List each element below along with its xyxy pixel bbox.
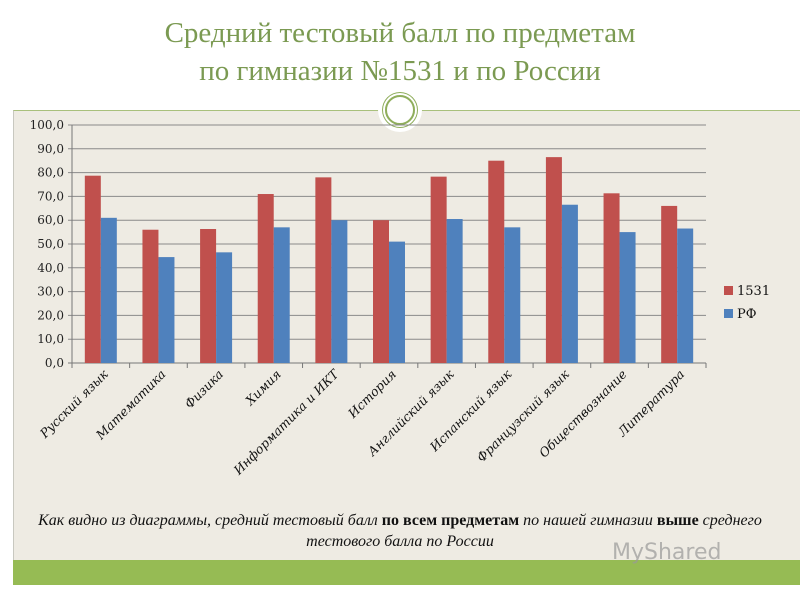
y-tick-label: 10,0 <box>37 332 64 346</box>
y-tick-label: 100,0 <box>30 118 64 132</box>
legend-swatch <box>724 286 733 295</box>
x-tick-label: Физика <box>182 367 227 412</box>
y-tick-label: 0,0 <box>45 356 64 370</box>
legend-swatch <box>724 309 733 318</box>
title-line-2: по гимназии №1531 и по России <box>199 55 601 87</box>
y-tick-label: 50,0 <box>37 237 64 251</box>
caption-bold: по всем предметам <box>381 512 520 529</box>
y-tick-label: 30,0 <box>37 285 64 299</box>
legend-label: 1531 <box>737 284 770 299</box>
bar-rf <box>561 204 578 363</box>
title-line-1: Средний тестовый балл по предметам <box>164 17 636 49</box>
bar-1531 <box>545 157 562 363</box>
bar-1531 <box>84 175 101 363</box>
x-tick-label: История <box>344 367 399 422</box>
caption-text: среднего тестового балла по России <box>306 512 762 550</box>
bar-1531 <box>142 229 159 363</box>
bar-1531 <box>373 220 389 363</box>
bar-1531 <box>661 205 678 363</box>
bar-1531 <box>200 229 217 363</box>
caption-text: по нашей гимназии <box>519 512 657 529</box>
bar-rf <box>100 217 117 363</box>
y-tick-label: 90,0 <box>37 142 64 156</box>
bar-1531 <box>315 177 332 363</box>
bar-rf <box>158 257 175 363</box>
caption-bold: выше <box>656 512 699 529</box>
bar-1531 <box>488 160 505 363</box>
bar-1531 <box>603 193 620 363</box>
bar-rf <box>446 219 463 363</box>
y-tick-label: 40,0 <box>37 261 64 275</box>
x-tick-label: Информатика и ИКТ <box>230 365 343 478</box>
bar-rf <box>619 232 636 363</box>
y-tick-label: 60,0 <box>37 213 64 227</box>
page-title: Средний тестовый балл по предметам по ги… <box>0 14 800 90</box>
y-tick-label: 70,0 <box>37 189 64 203</box>
watermark: MyShared <box>612 540 722 565</box>
bar-rf <box>273 227 290 363</box>
bar-1531 <box>430 176 447 363</box>
bar-1531 <box>257 194 274 363</box>
y-tick-label: 20,0 <box>37 308 64 322</box>
bar-rf <box>331 220 348 363</box>
x-tick-label: Химия <box>242 367 284 409</box>
y-tick-label: 80,0 <box>37 166 64 180</box>
bar-rf <box>504 227 521 363</box>
footer-band <box>13 560 800 585</box>
bar-rf <box>389 241 405 363</box>
caption: Как видно из диаграммы, средний тестовый… <box>20 510 780 552</box>
caption-text: Как видно из диаграммы, средний тестовый… <box>38 512 382 529</box>
legend-label: РФ <box>737 307 757 322</box>
bar-rf <box>216 252 233 363</box>
bar-rf <box>677 228 694 363</box>
